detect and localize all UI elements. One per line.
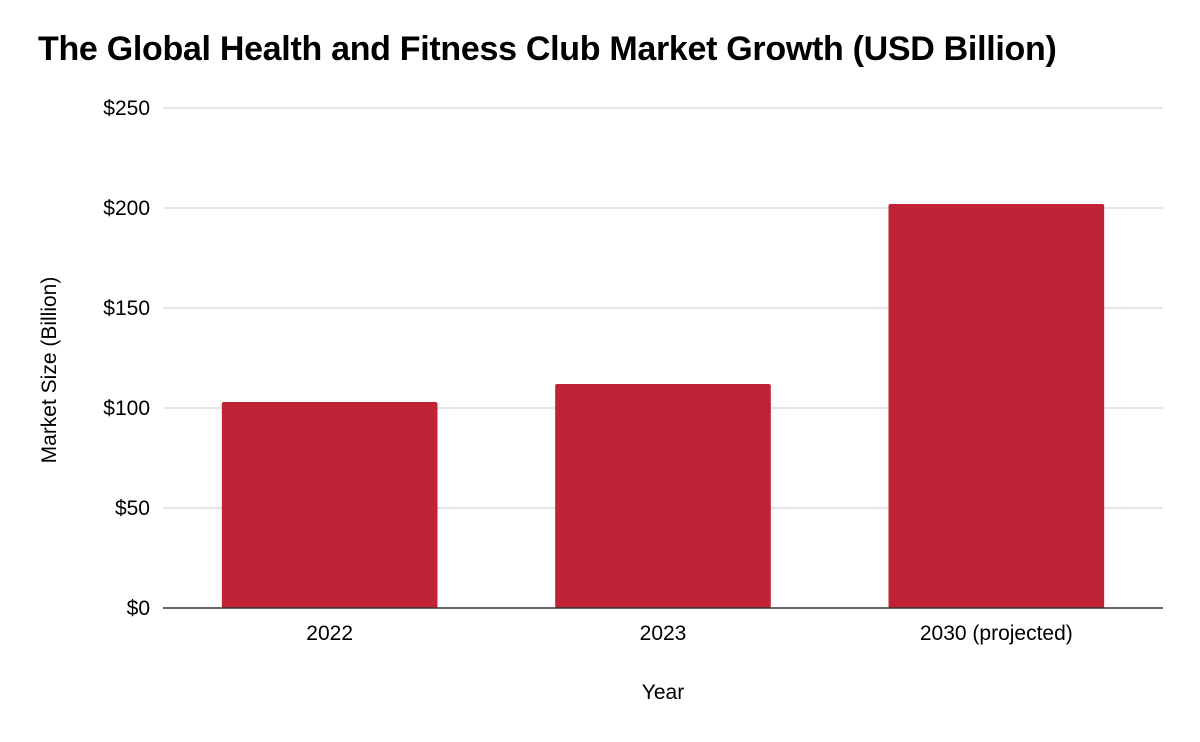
x-axis-ticks: 2022 2023 2030 (projected): [306, 622, 1072, 645]
y-tick-label: $50: [115, 497, 150, 520]
x-tick-label: 2023: [640, 622, 687, 645]
bar-2030-projected: [888, 204, 1105, 608]
bar-2023: [555, 384, 771, 608]
x-tick-label: 2022: [306, 622, 353, 645]
bars: [221, 204, 1105, 608]
y-tick-label: $100: [103, 397, 150, 420]
y-tick-label: $150: [103, 297, 150, 320]
x-tick-label: 2030 (projected): [920, 622, 1073, 645]
y-axis-ticks: $0 $50 $100 $150 $200 $250: [103, 97, 150, 620]
y-axis-title: Market Size (Billion): [38, 277, 61, 464]
x-axis-title: Year: [642, 681, 684, 704]
y-tick-label: $200: [103, 197, 150, 220]
y-tick-label: $250: [103, 97, 150, 120]
y-tick-label: $0: [127, 597, 150, 620]
chart-title: The Global Health and Fitness Club Marke…: [38, 30, 1057, 68]
bar-2022: [221, 402, 438, 608]
